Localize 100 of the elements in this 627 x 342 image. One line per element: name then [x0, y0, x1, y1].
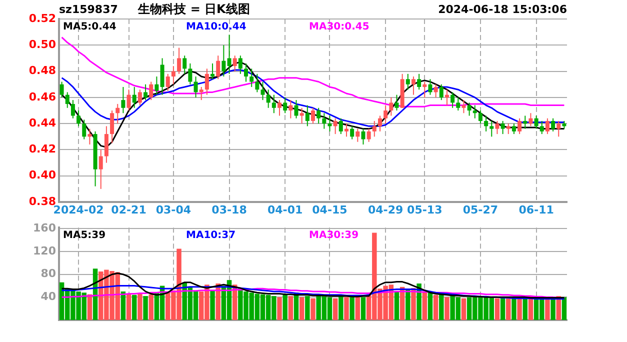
candlestick	[204, 68, 209, 96]
candlestick	[60, 81, 64, 98]
bar	[120, 291, 126, 320]
candlestick	[311, 107, 315, 124]
candlestick	[283, 96, 288, 114]
candlestick	[534, 115, 538, 130]
candlestick	[411, 76, 416, 96]
y-tick-label: 0.50	[28, 38, 56, 51]
candlestick	[104, 126, 108, 164]
candlestick	[154, 76, 159, 96]
candlestick	[434, 84, 438, 98]
bar	[288, 296, 294, 320]
candlestick	[250, 68, 254, 88]
candlestick	[328, 115, 332, 132]
candlestick	[478, 110, 482, 124]
x-tick-label: 02-21	[111, 203, 146, 216]
bar	[428, 292, 433, 320]
candlestick	[300, 107, 304, 124]
candlestick	[160, 58, 164, 96]
bar	[299, 297, 304, 320]
text: MA5:0.44	[63, 22, 116, 33]
candlestick	[305, 104, 310, 127]
bar	[394, 291, 400, 320]
candlestick	[439, 84, 444, 101]
text: MA10:37	[186, 230, 236, 242]
bar	[360, 297, 366, 320]
candlestick	[372, 120, 376, 138]
bar	[439, 294, 444, 320]
candlestick	[166, 73, 170, 92]
bar	[433, 294, 438, 320]
candlestick	[260, 81, 265, 101]
candlestick	[294, 100, 298, 119]
y-tick-label: 120	[33, 244, 56, 258]
candlestick	[188, 62, 192, 85]
candlestick	[222, 44, 226, 78]
candlestick	[417, 73, 422, 90]
candlestick	[227, 34, 232, 74]
candlestick	[545, 118, 550, 135]
text: MA5:39	[63, 230, 106, 242]
candlestick	[378, 115, 382, 132]
y-tick-label: 0.48	[28, 64, 56, 78]
bar	[550, 298, 556, 320]
candlestick	[76, 110, 81, 127]
y-tick-label: 160	[33, 222, 56, 235]
candlestick	[182, 55, 187, 74]
bar	[338, 296, 344, 320]
candlestick	[322, 112, 326, 130]
candlestick	[506, 123, 510, 135]
candlestick	[540, 120, 544, 135]
chart-title: 生物科技 = 日K线图	[137, 2, 250, 16]
x-tick-label: 04-01	[267, 203, 303, 216]
candlestick	[428, 78, 432, 96]
candlestick	[444, 89, 449, 106]
candlestick	[456, 96, 460, 111]
candlestick	[512, 123, 516, 135]
candlestick	[98, 149, 103, 190]
bar	[411, 288, 416, 320]
candlestick	[110, 110, 114, 144]
bar	[143, 296, 148, 320]
y-tick-label: 0.44	[28, 116, 56, 130]
candlestick	[490, 120, 494, 138]
candlestick	[389, 96, 394, 116]
candlestick	[495, 120, 500, 135]
candlestick	[171, 66, 176, 85]
bar	[210, 290, 215, 320]
bar	[562, 297, 567, 320]
bar	[282, 294, 288, 320]
x-tick-label: 05-13	[407, 203, 442, 216]
candlestick	[238, 55, 242, 74]
candlestick	[528, 112, 533, 127]
candlestick	[144, 84, 148, 101]
candlestick	[278, 100, 282, 116]
candlestick	[266, 89, 270, 108]
x-tick-label: 05-27	[462, 203, 498, 216]
candlestick	[132, 86, 136, 108]
y-tick-label: 0.40	[28, 168, 56, 182]
candlestick	[467, 102, 472, 116]
bar	[138, 294, 142, 320]
candlestick	[126, 89, 131, 111]
candlestick	[350, 126, 354, 140]
bar	[506, 298, 511, 320]
candlestick	[484, 115, 488, 132]
x-tick-label: 06-11	[518, 203, 554, 216]
candlestick	[177, 47, 182, 74]
bar	[517, 297, 522, 320]
bar	[332, 298, 338, 320]
candlestick	[472, 104, 477, 119]
y-tick-label: 80	[40, 267, 56, 280]
candlestick	[338, 118, 343, 135]
bar	[310, 298, 316, 320]
x-tick-label: 04-15	[312, 203, 348, 216]
bar	[126, 294, 132, 320]
candlestick	[316, 107, 321, 124]
candlestick	[116, 103, 120, 124]
bar	[344, 297, 349, 320]
candlestick	[216, 55, 220, 80]
candlestick	[82, 119, 86, 140]
candlestick	[344, 123, 348, 138]
y-tick-label: 0.52	[28, 12, 56, 25]
candlestick	[556, 120, 561, 138]
